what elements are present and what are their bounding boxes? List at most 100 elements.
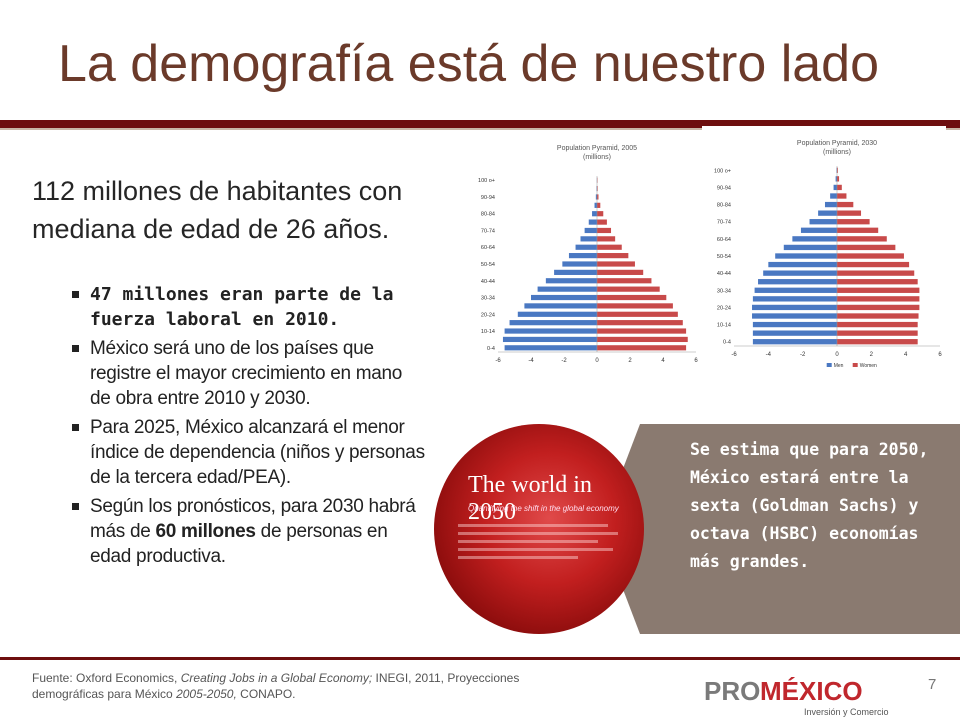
bullet-square-icon [72, 424, 79, 431]
pyramid-bar [837, 261, 910, 268]
pyramid-bar [837, 201, 854, 208]
pyramid-bar [575, 244, 597, 250]
x-tick-label: 2 [870, 352, 874, 358]
x-tick-label: 0 [595, 358, 599, 364]
pyramid-bar [562, 261, 597, 267]
pyramid-bar [837, 270, 915, 276]
logo-pro: PRO [704, 676, 760, 706]
pyramid-bar [594, 202, 597, 208]
pyramid-bar [595, 194, 597, 200]
y-tick-label: 50-54 [717, 254, 731, 260]
pyramid-bar [837, 287, 920, 293]
pyramid-bar [597, 202, 601, 208]
y-tick-label: 10-14 [481, 329, 495, 335]
pyramid-bar [800, 227, 837, 233]
pyramid-bar [818, 210, 837, 216]
x-tick-label: -4 [766, 352, 772, 358]
pyramid-bar [783, 244, 837, 251]
source-pre: Fuente: Oxford Economics, [32, 671, 181, 685]
pyramid-bar [837, 167, 838, 173]
pyramid-bar [809, 219, 837, 225]
y-tick-label: 90-94 [481, 195, 495, 201]
x-tick-label: 4 [904, 352, 908, 358]
y-tick-label: 70-74 [481, 228, 495, 234]
pyramid-bar [792, 236, 837, 242]
slide-title: La demografía está de nuestro lado [58, 35, 880, 93]
pyramid-bar [752, 330, 837, 336]
pyramid-bar [835, 176, 837, 182]
pyramid-bar [597, 244, 622, 250]
pyramid-bar [752, 313, 837, 319]
promexico-logo: PRO MÉXICO Inversión y Comercio [704, 676, 889, 717]
pyramid-bar [752, 304, 837, 311]
source-post: CONAPO. [236, 687, 296, 701]
pyramid-bar [752, 339, 837, 345]
logo-mexico: MÉXICO [760, 676, 863, 706]
source-note: Fuente: Oxford Economics, Creating Jobs … [32, 670, 592, 702]
x-tick-label: -2 [800, 352, 806, 358]
pyramid-bar [597, 253, 629, 259]
bullet-square-icon [72, 345, 79, 352]
cover-subtitle: Quantifying the shift in the global econ… [468, 504, 619, 513]
bullet-item: Para 2025, México alcanzará el menor índ… [72, 415, 427, 490]
chart-title-units: (millions) [823, 149, 851, 156]
pyramid-bar [837, 296, 920, 302]
pyramid-bar [517, 311, 597, 317]
pyramid-2030-chart: Population Pyramid, 2030 (millions) -6 -4 -2… [714, 140, 942, 369]
title-divider [0, 120, 960, 128]
pyramid-bar [568, 253, 597, 259]
y-tick-label: 0-4 [487, 346, 495, 352]
pyramid-bar [837, 236, 887, 242]
pyramid-bar [504, 328, 597, 334]
x-tick-label: 6 [938, 352, 942, 358]
footer-divider [0, 657, 960, 660]
title-divider-accent [0, 128, 960, 130]
pyramid-bar [833, 184, 837, 191]
x-tick-label: -4 [528, 358, 534, 364]
y-tick-label: 100 o+ [478, 178, 495, 184]
y-tick-label: 50-54 [481, 262, 495, 268]
y-tick-label: 40-44 [481, 279, 495, 285]
y-tick-label: 20-24 [481, 312, 495, 318]
x-tick-label: 6 [694, 358, 698, 364]
chart-title: Population Pyramid, 2005 [557, 145, 637, 152]
pyramid-bar [597, 336, 688, 343]
x-tick-label: 2 [628, 358, 632, 364]
x-tick-label: -2 [561, 358, 567, 364]
y-tick-label: 100 o+ [714, 168, 731, 174]
pyramid-bar [837, 219, 870, 225]
pyramid-bar [824, 201, 837, 208]
intro-text: 112 millones de habitantes con mediana d… [32, 176, 403, 244]
y-tick-label: 60-64 [481, 245, 495, 251]
bullet-list: 47 millones eran parte de la fuerza labo… [72, 282, 427, 573]
legend-label: Women [860, 363, 877, 369]
cover-text-lines [458, 524, 618, 564]
bullet-text: México será uno de los países que regist… [90, 338, 403, 409]
pyramid-bar [597, 294, 667, 301]
pyramid-bar [545, 278, 597, 284]
pyramid-bar [837, 253, 904, 259]
pyramid-bar [597, 303, 673, 309]
y-tick-label: 0-4 [723, 340, 731, 346]
pyramid-bar [597, 194, 599, 200]
pyramid-bar [584, 227, 597, 234]
pyramid-bar [758, 279, 837, 285]
source-italic-2: 2005-2050, [176, 687, 237, 701]
pyramid-bar [592, 211, 597, 217]
pyramid-bar [588, 219, 597, 225]
pyramid-bar [597, 328, 687, 334]
pyramid-bar [775, 253, 837, 259]
report-cover-image: The world in 2050 Quantifying the shift … [434, 424, 644, 634]
chart-title: Population Pyramid, 2030 [797, 140, 877, 147]
pyramid-bar [597, 278, 652, 284]
y-tick-label: 80-84 [481, 212, 495, 218]
chart-title-units: (millions) [583, 154, 611, 161]
pyramid-2005: Population Pyramid, 2005 (millions) -6 -4 -2… [474, 132, 700, 376]
source-italic-1: Creating Jobs in a Global Economy; [180, 671, 373, 685]
callout-box [600, 424, 960, 634]
x-tick-label: -6 [731, 352, 737, 358]
bullet-text-pre: Según los pronósticos, para 2030 habrá m… [90, 496, 416, 542]
pyramid-bar [597, 345, 687, 351]
pyramid-bar [752, 296, 837, 302]
y-tick-label: 20-24 [717, 305, 731, 311]
